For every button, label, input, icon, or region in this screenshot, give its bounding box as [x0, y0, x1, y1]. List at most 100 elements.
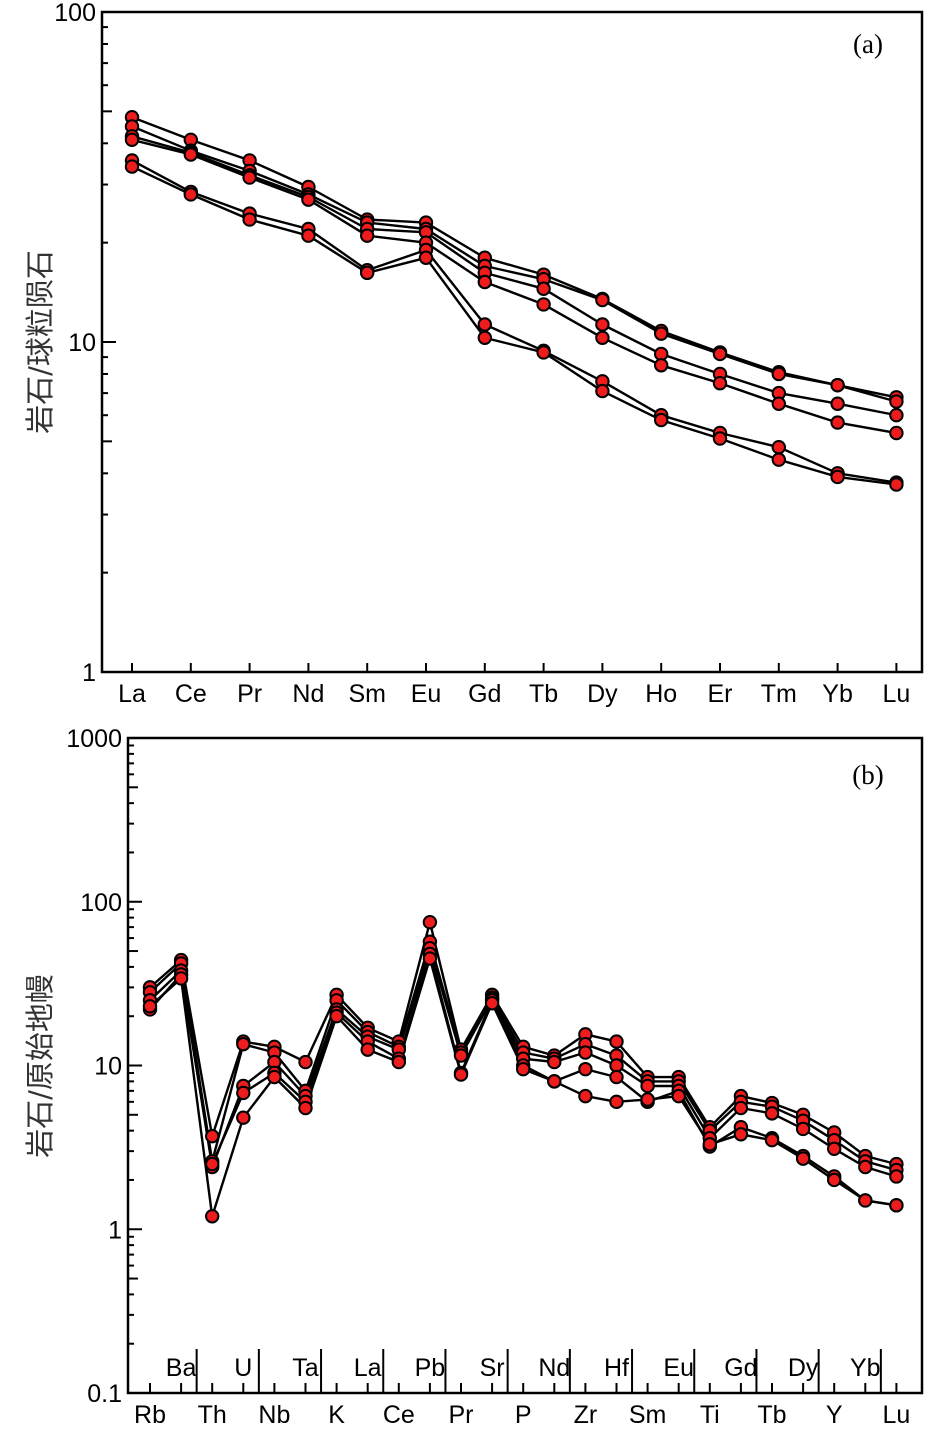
panel-b-data-point — [671, 1088, 686, 1104]
panel-b-data-point — [547, 1074, 562, 1089]
panel-b-data-point — [609, 1094, 624, 1110]
panel-b-label: (b) — [852, 760, 883, 790]
panel-a-series-line-5 — [131, 159, 897, 484]
panel-b-series-line-4 — [149, 952, 897, 1207]
panel-b-x-label-zr: Zr — [574, 1401, 598, 1429]
panel-a-y-tick-label: 10 — [68, 329, 96, 357]
panel-a-data-point — [712, 346, 728, 362]
panel-a-data-point — [595, 383, 610, 399]
panel-a-x-label-tm: Tm — [761, 680, 797, 708]
panel-a-series-line-1 — [131, 116, 897, 399]
panel-b-x-label-ba: Ba — [166, 1354, 197, 1382]
panel-b-data-point — [578, 1045, 593, 1060]
panel-b-data-point — [453, 1067, 469, 1082]
panel-a-data-point — [830, 415, 845, 430]
panel-b-data-point — [640, 1092, 655, 1107]
panel-a-x-label-gd: Gd — [468, 680, 501, 708]
panel-a-label: (a) — [853, 29, 883, 59]
panel-a-series-line-4 — [131, 138, 897, 435]
panel-b-data-point — [484, 996, 500, 1011]
panel-b-data-point — [516, 1061, 531, 1077]
panel-a-data-point — [889, 408, 904, 423]
panel-a-data-point — [595, 317, 610, 332]
panel-b-data-point — [236, 1110, 251, 1125]
panel-a-data-point — [889, 425, 904, 441]
panel-a-x-label-la: La — [118, 680, 146, 708]
panel-b-x-label-lu: Lu — [882, 1401, 910, 1429]
panel-b-data-point — [609, 1034, 624, 1049]
panel-a-x-label-ho: Ho — [645, 680, 677, 708]
panel-a-x-label-dy: Dy — [587, 680, 618, 708]
panel-a-data-point — [830, 396, 845, 411]
panel-b-x-label-ti: Ti — [700, 1401, 720, 1429]
panel-a-series-line-3 — [131, 135, 897, 417]
panel-b-x-label-k: K — [328, 1401, 345, 1429]
panel-b-y-tick-label: 100 — [80, 889, 122, 917]
panel-b-data-point — [827, 1172, 842, 1188]
panel-a-y-tick-label: 1 — [82, 659, 96, 687]
panel-a-data-point — [360, 228, 375, 243]
panel-a-x-label-ce: Ce — [175, 680, 207, 708]
panel-b-data-point — [702, 1137, 717, 1152]
panel-b-data-point — [360, 1042, 375, 1057]
panel-a-series-line-6 — [131, 165, 897, 486]
panel-a-data-point — [830, 377, 845, 393]
panel-a-data-point — [654, 412, 669, 428]
panel-b-data-point — [858, 1159, 873, 1175]
panel-a-y-axis-label: 岩石/球粒陨石 — [23, 250, 57, 434]
panel-a-data-point — [301, 192, 316, 207]
panel-b-x-label-sm: Sm — [629, 1401, 667, 1429]
panel-b-data-point — [453, 1048, 469, 1063]
panel-b-x-label-la: La — [354, 1354, 382, 1382]
panel-b-data-point — [298, 1054, 313, 1070]
panel-a-data-point — [595, 330, 610, 345]
panel-a-series-line-2 — [131, 125, 897, 403]
panel-b-data-point — [733, 1100, 749, 1116]
panel-b-data-point — [267, 1069, 282, 1085]
panel-a-data-point — [536, 345, 551, 360]
panel-a-data-point — [183, 187, 199, 202]
panel-b-x-label-p: P — [515, 1401, 532, 1429]
panel-a-data-point — [418, 250, 434, 265]
panel-b-x-label-rb: Rb — [134, 1401, 166, 1429]
panel-a-data-point — [712, 376, 728, 391]
panel-a-x-label-lu: Lu — [882, 680, 910, 708]
panel-b-x-label-y: Y — [826, 1401, 843, 1429]
panel-b-data-point — [236, 1085, 251, 1101]
panel-a-x-label-yb: Yb — [822, 680, 853, 708]
panel-b-data-point — [205, 1209, 220, 1224]
panel-b-data-point — [547, 1054, 562, 1070]
panel-b-y-axis-label: 岩石/原始地幔 — [23, 974, 57, 1158]
panel-b-data-point — [858, 1193, 873, 1208]
panel-a-data-point — [124, 159, 140, 174]
panel-b-data-point — [889, 1198, 904, 1213]
panel-b-data-point — [640, 1078, 655, 1094]
panel-a-data-point — [712, 431, 728, 446]
panel-a-data-point — [242, 212, 257, 227]
panel-a-axes-frame — [100, 10, 924, 674]
panel-b-data-point — [142, 999, 158, 1014]
panel-b-y-tick-label: 10 — [94, 1053, 122, 1081]
panel-b-data-point — [173, 971, 189, 986]
panel-b-x-label-dy: Dy — [788, 1354, 819, 1382]
panel-a: 1 10 100 La Ce Pr Nd Sm Eu Gd Tb Dy Ho Er Tm Yb Lu (a) 岩… — [23, 0, 924, 708]
panel-a-data-point — [536, 297, 551, 312]
panel-b-data-point — [578, 1061, 593, 1077]
panel-b-x-label-eu: Eu — [663, 1354, 694, 1382]
panel-b-y-tick-label: 1 — [108, 1216, 122, 1244]
panel-b-x-label-pr: Pr — [449, 1401, 474, 1429]
panel-b-x-label-ce: Ce — [383, 1401, 415, 1429]
panel-b-x-label-tb: Tb — [757, 1401, 786, 1429]
panel-a-data-point — [771, 439, 786, 455]
panel-b-x-label-pb: Pb — [415, 1354, 446, 1382]
panel-a-data-point — [889, 394, 904, 409]
panel-b-x-label-nb: Nb — [258, 1401, 290, 1429]
panel-a-x-label-nd: Nd — [292, 680, 324, 708]
panel-a-x-label-tb: Tb — [529, 680, 558, 708]
panel-a-data-point — [301, 228, 316, 243]
panel-a-data-point — [771, 366, 786, 382]
panel-a-data-point — [360, 265, 375, 281]
panel-b-data-point — [236, 1036, 251, 1052]
